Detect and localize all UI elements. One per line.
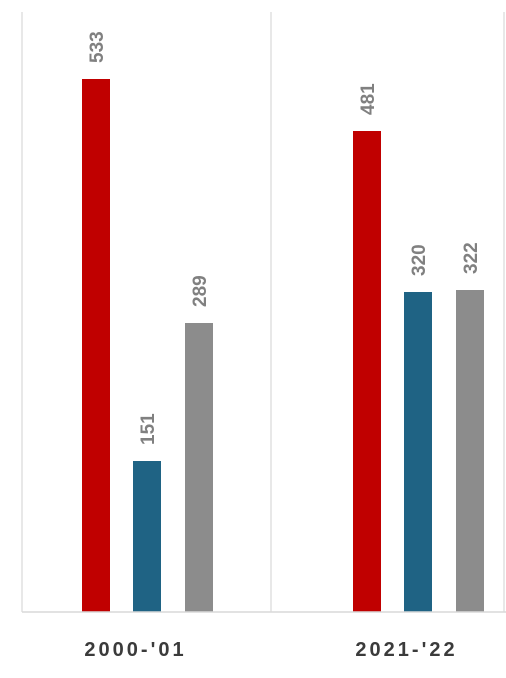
data-label: 289 [190,275,211,307]
category-label: 2000-'01 [84,639,186,661]
data-label: 320 [409,244,430,276]
data-label: 481 [358,83,379,115]
value-labels: 533 151 289 481 320 322 [87,31,482,445]
bar [456,290,484,612]
category-labels: 2000-'01 2021-'22 [84,639,457,661]
data-label: 322 [461,242,482,274]
bar [353,131,381,612]
category-label: 2021-'22 [355,639,457,661]
bar [82,79,110,612]
bars [82,79,484,612]
bar [133,461,161,612]
data-label: 151 [138,413,159,445]
data-label: 533 [87,31,108,63]
bar [404,292,432,612]
bar [185,323,213,612]
category-dividers [21,12,505,612]
